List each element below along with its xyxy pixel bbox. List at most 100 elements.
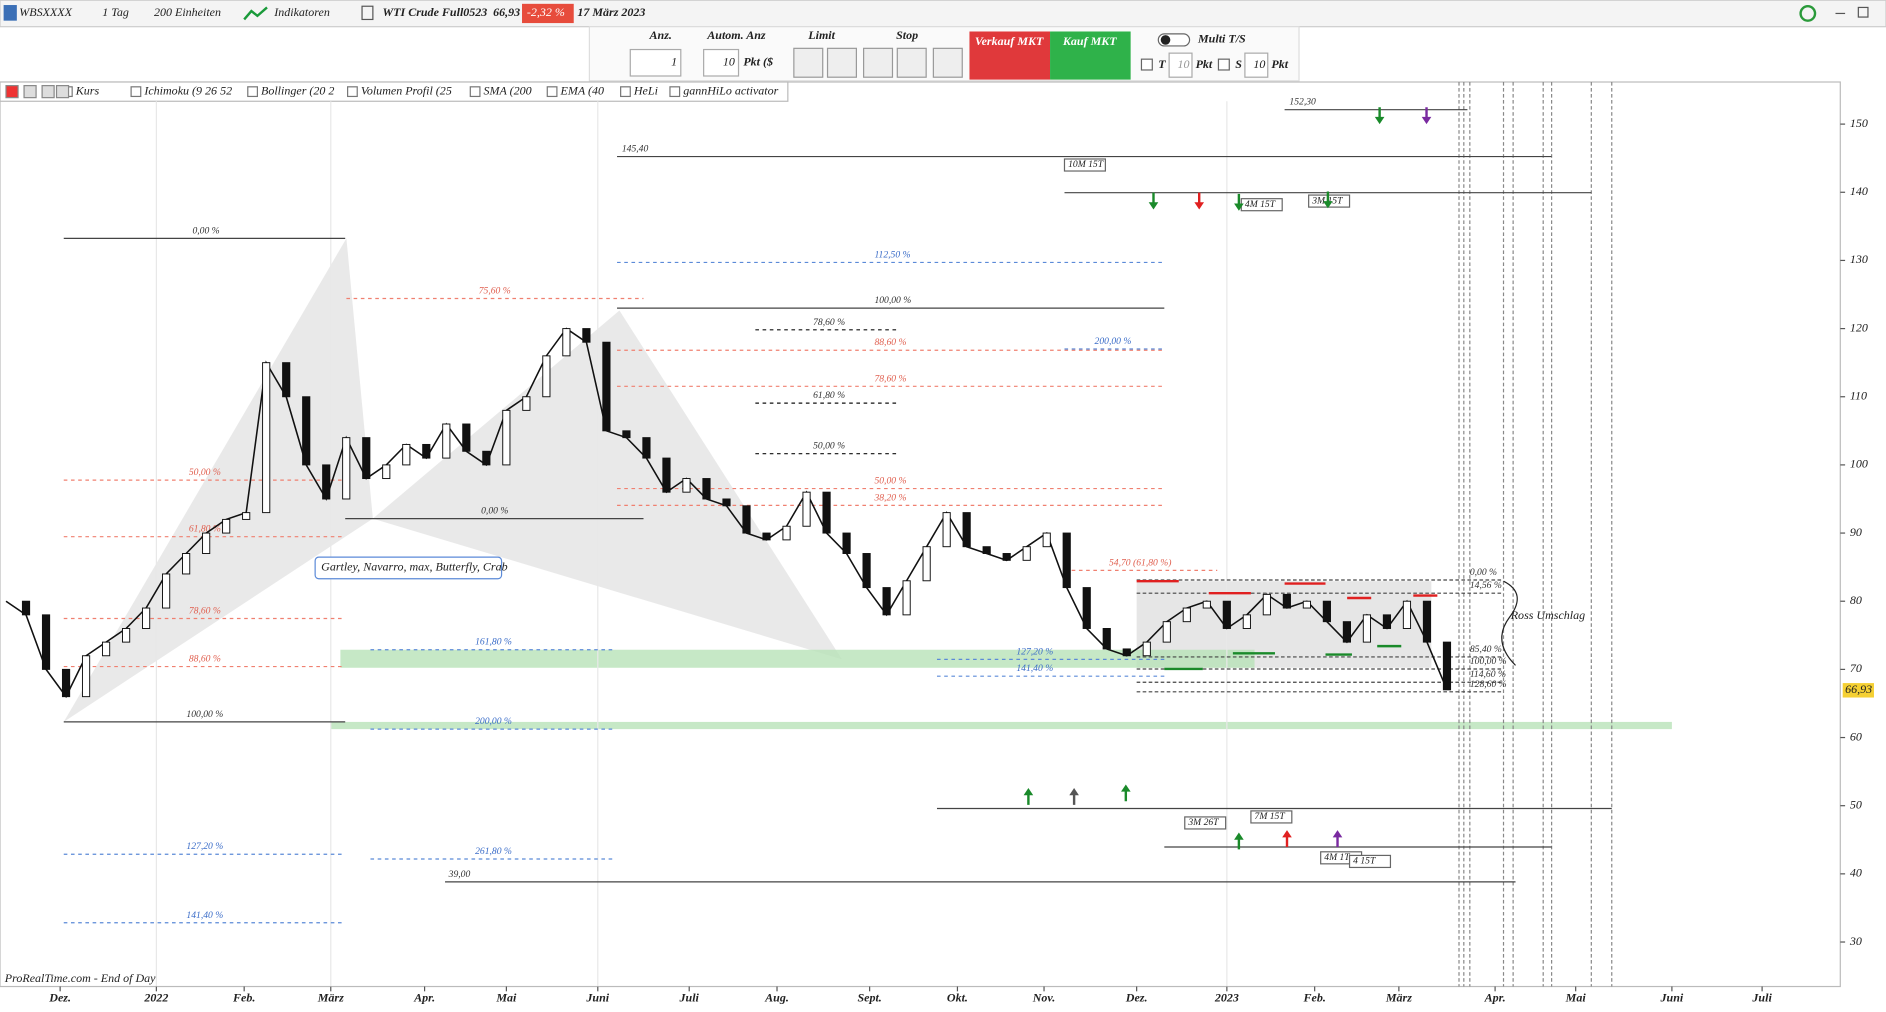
stop-buy[interactable]: [863, 47, 894, 78]
indicator-label: Ichimoku (9 26 52: [143, 83, 232, 97]
level-label: 200,00 %: [1095, 336, 1132, 347]
candle: [222, 518, 231, 534]
s-checkbox[interactable]: [1217, 58, 1230, 71]
level-label: 100,00 %: [874, 295, 911, 306]
indicator-checkbox[interactable]: [347, 86, 358, 98]
candle: [41, 614, 51, 670]
candle: [1222, 600, 1231, 629]
limit-buy[interactable]: [793, 47, 824, 78]
x-tick-label: Apr.: [413, 990, 435, 1004]
candle: [81, 655, 91, 698]
qty-label: Anz.: [649, 28, 672, 42]
green-zone: [330, 721, 1672, 730]
x-tick-label: Aug.: [764, 990, 789, 1004]
auto-qty: 10: [723, 55, 735, 69]
candle: [1342, 621, 1351, 643]
t-input[interactable]: [1168, 52, 1193, 78]
period[interactable]: 1 Tag: [102, 5, 129, 19]
last-price-box: [1842, 683, 1874, 698]
s-input[interactable]: [1244, 52, 1269, 78]
signal-arrow: [1374, 107, 1385, 125]
indicator-icon: [41, 85, 55, 99]
candle: [582, 328, 591, 343]
indicator-checkbox[interactable]: [247, 86, 259, 98]
time-box-label: 10M 15T: [1068, 159, 1104, 170]
candle: [942, 512, 951, 548]
green-zone: [340, 649, 1255, 668]
time-box-label: 4M 1T: [1324, 852, 1350, 863]
footer: ProRealTime.com - End of Day: [4, 971, 156, 985]
indicator-bar: [0, 81, 789, 102]
signal-arrow: [1234, 832, 1244, 850]
change-badge: [522, 3, 574, 24]
info-icon[interactable]: [361, 5, 374, 21]
multi-label: Multi T/S: [1197, 32, 1246, 46]
candle: [1202, 600, 1211, 609]
indicator-icon: [55, 85, 70, 99]
auto-input[interactable]: [703, 48, 740, 77]
qty-input[interactable]: [629, 48, 682, 77]
level-label: 14,56 %: [1470, 580, 1502, 591]
x-tick-label: 2022: [143, 990, 168, 1004]
signal-arrow: [1234, 193, 1244, 211]
stop-label: Stop: [896, 28, 918, 42]
symbol[interactable]: WBSXXXX: [19, 5, 72, 19]
indicators-menu[interactable]: Indikatoren: [273, 5, 330, 19]
time-box-label: 7M 15T: [1255, 811, 1286, 822]
level-label: 200,00 %: [475, 716, 512, 727]
level-label: 88,60 %: [874, 337, 906, 348]
x-tick-label: Feb.: [232, 990, 255, 1004]
y-tick-label: 140: [1850, 184, 1868, 198]
level-label: 0,00 %: [192, 225, 219, 236]
indicator-checkbox[interactable]: [546, 86, 558, 98]
candle: [962, 512, 971, 548]
indicator-checkbox[interactable]: [130, 86, 142, 98]
candle: [482, 450, 491, 466]
level-label: 141,40 %: [1016, 663, 1053, 674]
signal-arrow: [1023, 788, 1034, 805]
refresh-icon[interactable]: [1799, 5, 1817, 22]
last-price-label: 66,93: [1845, 682, 1872, 696]
limit-sell[interactable]: [826, 47, 857, 78]
indicator-checkbox[interactable]: [620, 86, 631, 98]
pattern-box: [314, 556, 503, 580]
candle: [1102, 628, 1111, 650]
candle: [722, 498, 731, 507]
candle: [422, 443, 431, 459]
x-tick-label: Feb.: [1302, 990, 1325, 1004]
x-tick-label: Mai: [1565, 990, 1587, 1004]
candle: [562, 328, 571, 357]
time-box-label: 4 15T: [1353, 856, 1376, 867]
stop-both[interactable]: [932, 47, 963, 78]
candle: [762, 532, 771, 541]
stop-sell[interactable]: [896, 47, 927, 78]
level-label: 128,60 %: [1470, 679, 1507, 690]
indicator-checkbox[interactable]: [469, 86, 481, 98]
level-label: 161,80 %: [475, 637, 512, 648]
time-box: [1250, 810, 1293, 824]
sell-button[interactable]: [969, 31, 1051, 80]
candle: [1082, 587, 1091, 629]
x-tick-label: Apr.: [1484, 990, 1506, 1004]
signal-arrow: [1121, 784, 1131, 802]
signal-arrow: [1194, 192, 1205, 210]
candle: [1282, 593, 1291, 609]
level-label: 261,80 %: [475, 846, 512, 857]
indicator-icon: [23, 85, 37, 99]
sell-label: Verkauf MKT: [975, 34, 1044, 48]
x-tick-label: Nov.: [1032, 990, 1056, 1004]
candle: [602, 341, 611, 432]
candle: [782, 525, 791, 541]
buy-button[interactable]: [1050, 31, 1131, 80]
indicator-checkbox[interactable]: [669, 86, 681, 98]
candle: [642, 437, 651, 459]
units[interactable]: 200 Einheiten: [154, 5, 221, 19]
maximize[interactable]: [1857, 6, 1869, 18]
candle: [442, 423, 451, 459]
level-label: 0,00 %: [481, 506, 508, 517]
candle: [822, 491, 831, 534]
y-tick-label: 70: [1850, 661, 1862, 675]
candle: [21, 600, 31, 616]
t-checkbox[interactable]: [1140, 58, 1153, 71]
candle: [1182, 607, 1191, 623]
